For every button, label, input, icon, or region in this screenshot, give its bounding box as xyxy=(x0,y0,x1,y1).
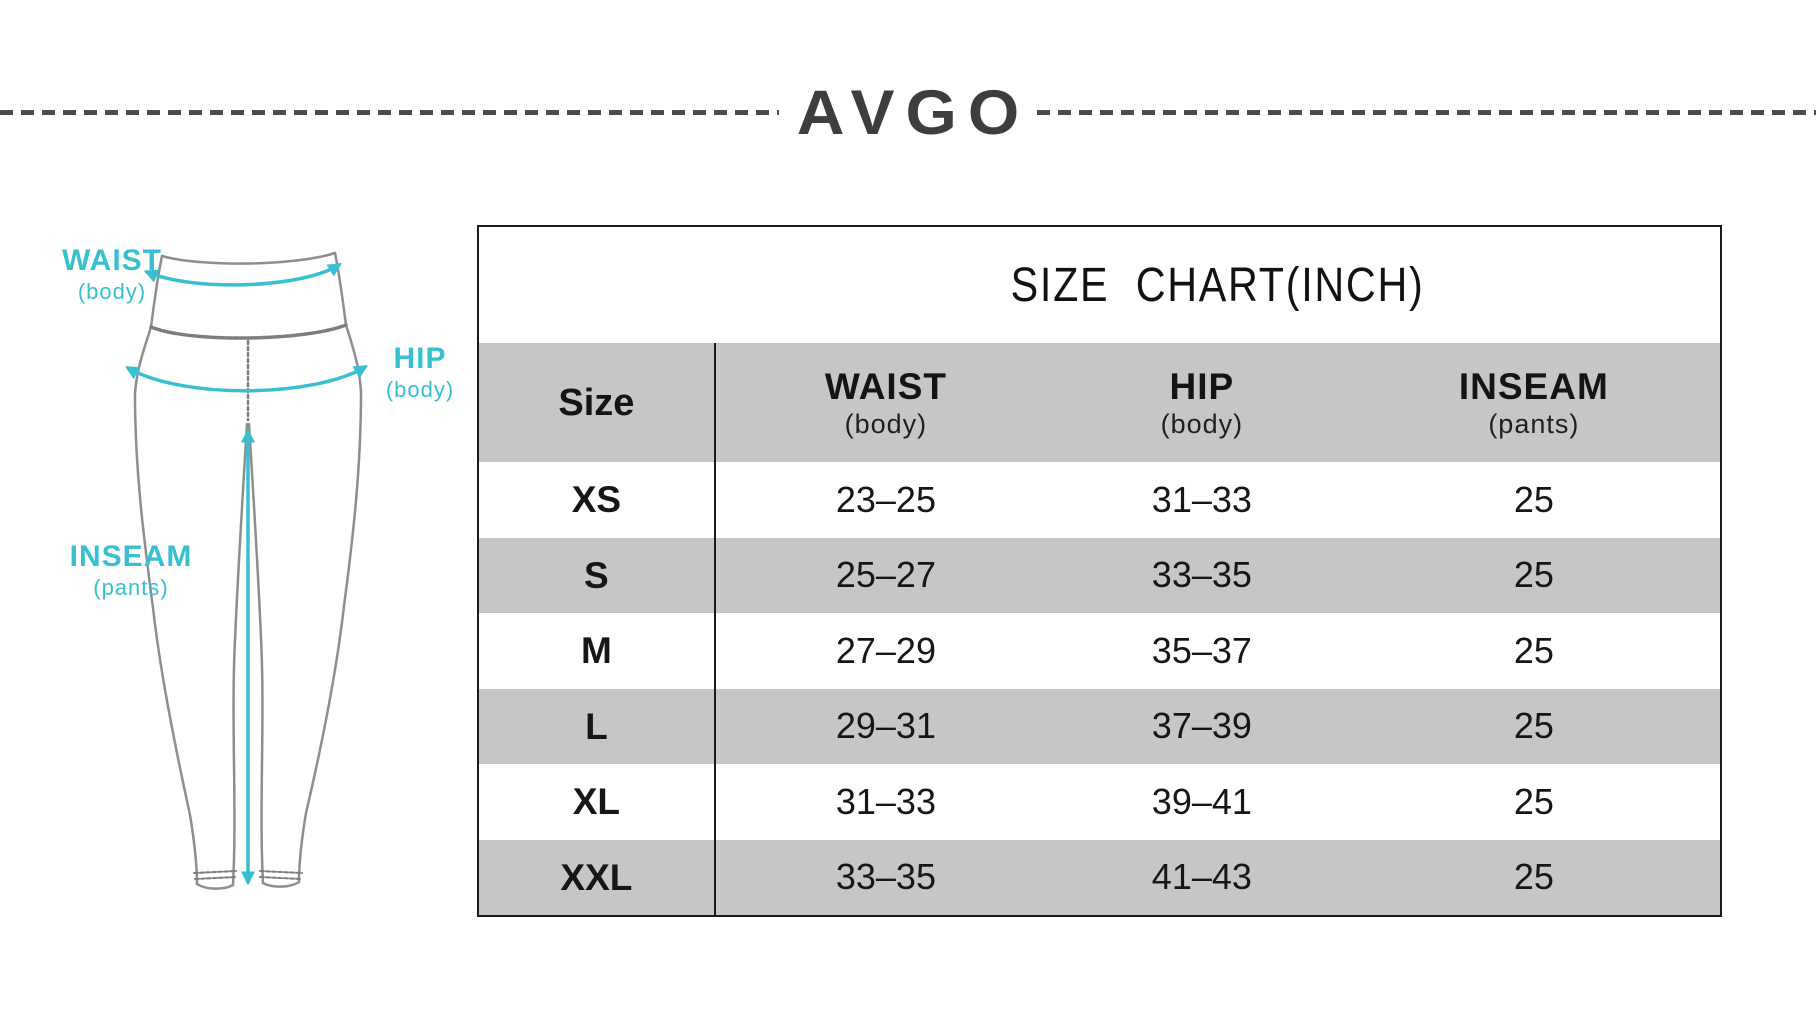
waist-measure-arc xyxy=(143,263,342,287)
value-cell: 25 xyxy=(1513,629,1554,671)
header-cell-size: Size xyxy=(479,343,716,462)
header-cell-waist: WAIST (body) xyxy=(715,343,1056,462)
value-cell: 29–31 xyxy=(835,705,936,747)
hip-column-sublabel: (body) xyxy=(1160,408,1244,439)
dashed-rule-right xyxy=(1037,109,1816,115)
table-row: M 27–29 35–37 25 xyxy=(479,613,1720,689)
value-cell: 37–39 xyxy=(1151,705,1252,747)
waist-label-sub: (body) xyxy=(77,279,147,304)
header-row: Size WAIST (body) HIP (body) INSEAM (pan… xyxy=(479,343,1720,462)
value-cell: 39–41 xyxy=(1151,780,1252,822)
brand-logo: AVGO xyxy=(796,76,1031,148)
inseam-label-title: INSEAM xyxy=(69,540,193,573)
size-table-header: Size WAIST (body) HIP (body) INSEAM (pan… xyxy=(479,343,1720,462)
table-row: XXL 33–35 41–43 25 xyxy=(479,839,1720,915)
leggings-seams xyxy=(149,323,348,880)
value-cell: 25 xyxy=(1513,554,1554,596)
hip-label-sub: (body) xyxy=(385,377,455,402)
brand-separator: AVGO xyxy=(0,76,1816,148)
table-row: XS 23–25 31–33 25 xyxy=(479,462,1720,538)
value-cell: 25 xyxy=(1513,478,1554,520)
size-cell: XL xyxy=(479,764,716,840)
chart-title: SIZE CHART(INCH) xyxy=(1011,258,1425,312)
size-column-label: Size xyxy=(558,381,635,424)
inseam-label: INSEAM (pants) xyxy=(56,542,206,599)
chart-title-area: SIZE CHART(INCH) xyxy=(716,227,1720,343)
value-cell: 35–37 xyxy=(1151,629,1252,671)
value-cell: 23–25 xyxy=(835,478,936,520)
waist-column-label: WAIST xyxy=(824,365,947,407)
table-row: XL 31–33 39–41 25 xyxy=(479,764,1720,840)
value-cell: 41–43 xyxy=(1151,856,1252,898)
value-cell: 25–27 xyxy=(835,554,936,596)
waist-label: WAIST (body) xyxy=(46,246,178,303)
hip-label-title: HIP xyxy=(393,342,447,375)
value-cell: 33–35 xyxy=(1151,554,1252,596)
header-cell-inseam: INSEAM (pants) xyxy=(1348,343,1720,462)
value-cell: 27–29 xyxy=(835,629,936,671)
size-table-body: XS 23–25 31–33 25 S 25–27 33–35 25 M 27–29 35–37 25… xyxy=(479,462,1720,915)
hip-column-label: HIP xyxy=(1169,365,1235,407)
table-row: S 25–27 33–35 25 xyxy=(479,537,1720,613)
size-table: Size WAIST (body) HIP (body) INSEAM (pan… xyxy=(479,343,1720,915)
leggings-measurement-diagram: WAIST (body) HIP (body) INSEAM (pants) xyxy=(40,240,470,935)
size-cell: XS xyxy=(479,462,716,538)
header-cell-hip: HIP (body) xyxy=(1056,343,1348,462)
hip-measure-arc xyxy=(124,365,369,393)
value-cell: 31–33 xyxy=(835,780,936,822)
inseam-column-label: INSEAM xyxy=(1458,365,1609,407)
inseam-column-sublabel: (pants) xyxy=(1488,408,1580,439)
size-cell: XXL xyxy=(479,839,716,915)
dashed-rule-left xyxy=(0,109,779,115)
value-cell: 33–35 xyxy=(835,856,936,898)
size-cell: L xyxy=(479,688,716,764)
value-cell: 31–33 xyxy=(1151,478,1252,520)
size-chart-panel: SIZE CHART(INCH) Size WAIST (body) HIP xyxy=(477,225,1722,917)
waist-label-title: WAIST xyxy=(62,244,162,277)
size-cell: S xyxy=(479,537,716,613)
value-cell: 25 xyxy=(1513,856,1554,898)
inseam-label-sub: (pants) xyxy=(93,575,169,600)
value-cell: 25 xyxy=(1513,780,1554,822)
table-row: L 29–31 37–39 25 xyxy=(479,688,1720,764)
value-cell: 25 xyxy=(1513,705,1554,747)
waist-column-sublabel: (body) xyxy=(844,408,928,439)
hip-label: HIP (body) xyxy=(365,344,475,401)
leggings-illustration xyxy=(124,251,369,890)
size-cell: M xyxy=(479,613,716,689)
